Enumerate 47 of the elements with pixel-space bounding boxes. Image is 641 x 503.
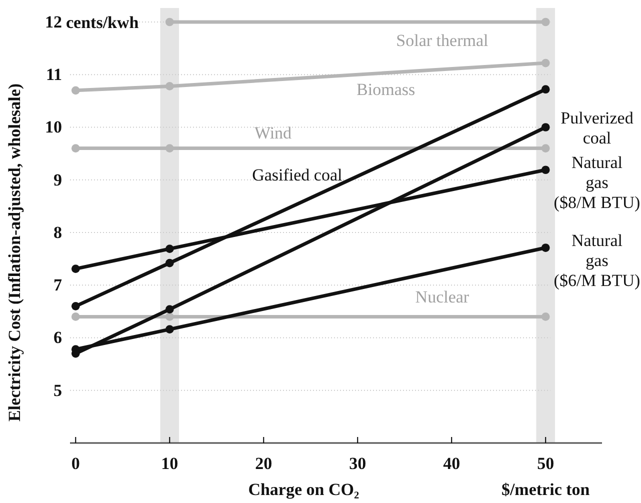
point — [541, 144, 550, 152]
x-tick-label: 10 — [161, 454, 178, 474]
x-tick-label: 20 — [255, 454, 272, 474]
y-tick-label: 9 — [54, 170, 62, 190]
y-axis-title: Electricity Cost (Inflation-adjusted, wholesale) — [5, 83, 24, 422]
annotation: cents/kwh — [66, 13, 140, 32]
point — [71, 312, 80, 321]
text: $/metric ton — [501, 480, 590, 499]
point — [165, 258, 174, 268]
series-label: Pulverized coal — [560, 108, 634, 148]
point — [541, 123, 550, 132]
point — [541, 58, 550, 68]
point — [71, 264, 80, 273]
y-tick-label: 10 — [45, 118, 62, 137]
y-tick-label: 6 — [54, 328, 62, 348]
point — [541, 244, 550, 252]
y-tick-label: 11 — [46, 65, 62, 84]
point — [541, 166, 550, 174]
point — [165, 18, 174, 26]
series-label: Nuclear — [415, 288, 470, 307]
x-tick-label: 50 — [537, 454, 554, 474]
y-tick-label: 12 — [45, 12, 62, 32]
point — [165, 244, 174, 253]
point — [165, 82, 174, 90]
y-tick-label: 8 — [54, 222, 62, 242]
point — [165, 144, 174, 152]
point — [541, 18, 550, 26]
series-label: Natural gas ($8/M BTU) — [554, 152, 640, 212]
point — [71, 302, 80, 310]
point — [165, 325, 174, 334]
series-label: Gasified coal — [252, 166, 342, 185]
series-label: Biomass — [356, 80, 416, 99]
point — [165, 312, 174, 321]
point — [71, 144, 80, 152]
x-tick-label: 0 — [71, 454, 80, 474]
x-tick-label: 40 — [443, 454, 460, 474]
x-axis-title: Charge on CO₂ — [248, 480, 360, 499]
series-label: Wind — [254, 123, 292, 142]
y-tick-label: 7 — [54, 276, 62, 295]
point — [541, 312, 550, 321]
point — [541, 85, 550, 94]
point — [71, 86, 80, 95]
x-tick-label: 30 — [349, 454, 366, 474]
series-label: Natural gas ($6/M BTU) — [554, 230, 640, 290]
series-label: Solar thermal — [396, 31, 489, 50]
point — [165, 305, 174, 314]
y-tick-label: 5 — [54, 380, 62, 400]
